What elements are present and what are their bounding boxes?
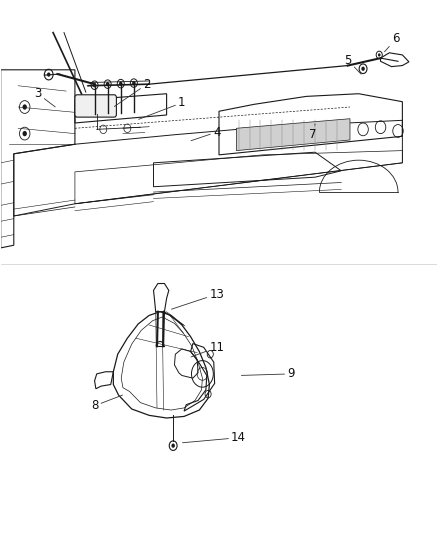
Circle shape [171, 443, 175, 448]
Circle shape [132, 81, 136, 85]
Text: 6: 6 [385, 33, 399, 52]
Text: 3: 3 [34, 87, 55, 107]
Circle shape [22, 104, 27, 110]
Circle shape [22, 131, 27, 136]
Circle shape [93, 83, 96, 87]
Circle shape [378, 53, 381, 56]
Circle shape [361, 67, 365, 71]
Text: 13: 13 [171, 288, 224, 309]
Text: 9: 9 [241, 367, 295, 381]
Text: 14: 14 [183, 431, 246, 444]
Text: 5: 5 [344, 54, 361, 74]
FancyBboxPatch shape [75, 95, 117, 117]
Text: 8: 8 [91, 395, 123, 413]
Circle shape [106, 82, 110, 86]
Text: 1: 1 [139, 96, 186, 119]
Text: 11: 11 [191, 341, 224, 357]
Text: 2: 2 [114, 78, 151, 107]
Circle shape [47, 72, 50, 77]
Text: 4: 4 [191, 125, 221, 141]
Polygon shape [237, 119, 350, 151]
Circle shape [119, 82, 123, 86]
Text: 7: 7 [309, 124, 317, 141]
